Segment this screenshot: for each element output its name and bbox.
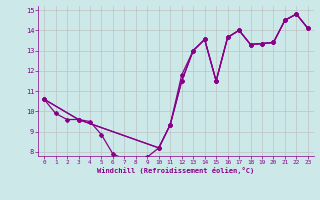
X-axis label: Windchill (Refroidissement éolien,°C): Windchill (Refroidissement éolien,°C) <box>97 167 255 174</box>
